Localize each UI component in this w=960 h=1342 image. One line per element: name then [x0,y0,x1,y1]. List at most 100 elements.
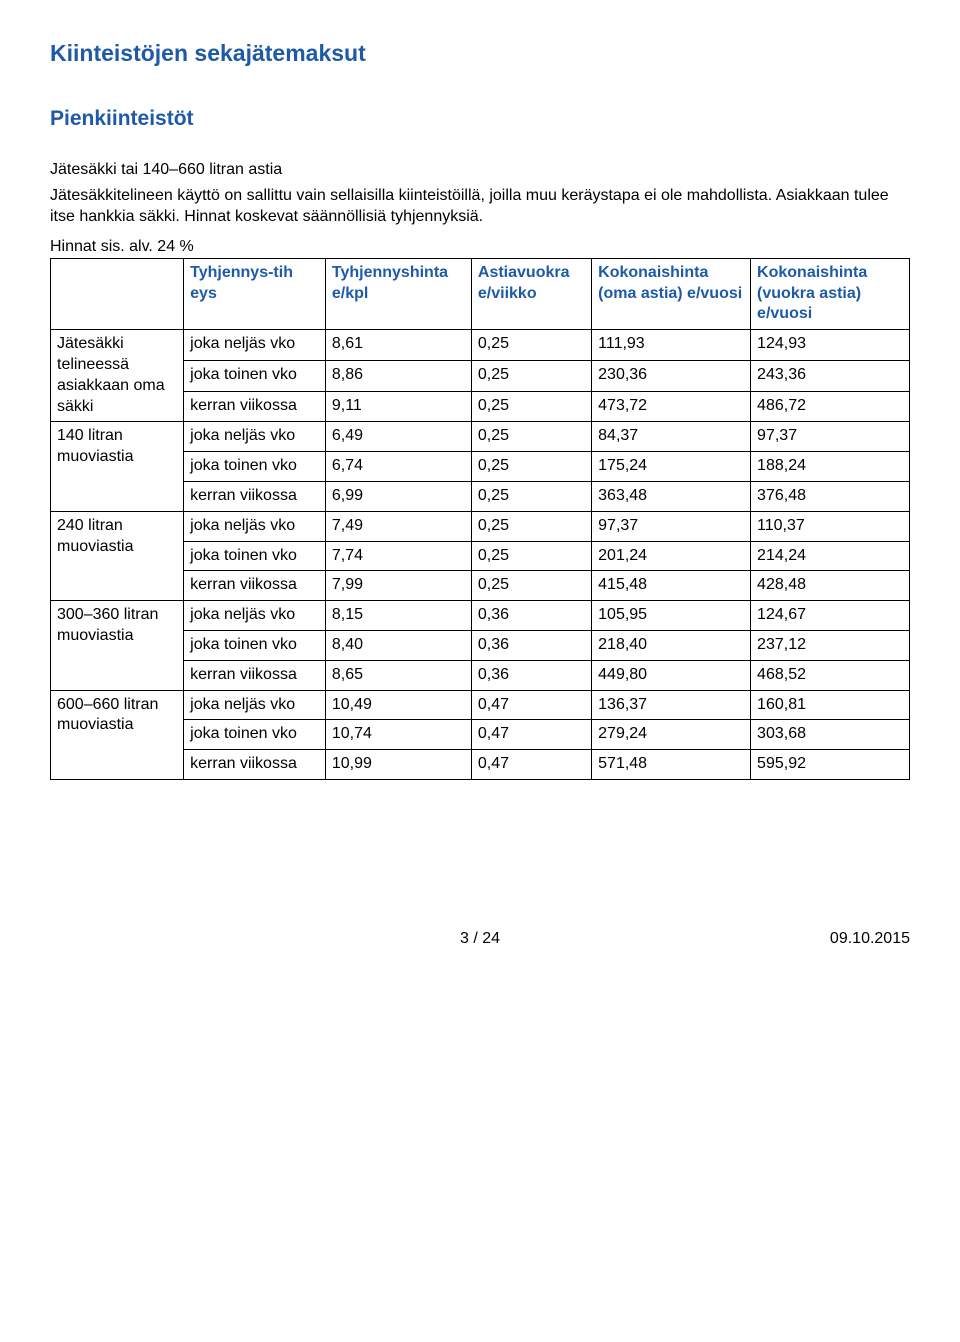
row-group-label: 300–360 litran muoviastia [51,601,184,690]
table-cell: 571,48 [592,750,751,780]
table-cell: joka toinen vko [184,720,326,750]
table-cell: 237,12 [751,630,910,660]
table-cell: 7,49 [325,511,471,541]
table-cell: 0,36 [471,601,591,631]
table-cell: 230,36 [592,360,751,391]
row-group-label: 600–660 litran muoviastia [51,690,184,779]
table-cell: 105,95 [592,601,751,631]
table-cell: 0,47 [471,750,591,780]
table-cell: 124,67 [751,601,910,631]
table-cell: 6,74 [325,452,471,482]
table-cell: 9,11 [325,391,471,422]
table-cell: 10,99 [325,750,471,780]
table-header: Kokonaishinta (vuokra astia) e/vuosi [751,258,910,329]
table-cell: 8,40 [325,630,471,660]
table-cell: 175,24 [592,452,751,482]
table-cell: 0,47 [471,690,591,720]
table-cell: 449,80 [592,660,751,690]
table-cell: 124,93 [751,330,910,361]
table-cell: 243,36 [751,360,910,391]
page-number: 3 / 24 [460,930,500,947]
table-cell: 97,37 [751,422,910,452]
table-cell: 97,37 [592,511,751,541]
table-cell: joka neljäs vko [184,511,326,541]
table-cell: 595,92 [751,750,910,780]
table-cell: kerran viikossa [184,481,326,511]
table-cell: 6,49 [325,422,471,452]
intro-line-1: Jätesäkki tai 140–660 litran astia [50,159,910,181]
row-group-label: Jätesäkki telineessä asiakkaan oma säkki [51,330,184,422]
table-cell: 0,25 [471,481,591,511]
table-cell: joka neljäs vko [184,690,326,720]
table-cell: 363,48 [592,481,751,511]
table-cell: 218,40 [592,630,751,660]
table-cell: 10,74 [325,720,471,750]
row-group-label: 140 litran muoviastia [51,422,184,511]
table-cell: 111,93 [592,330,751,361]
table-cell: 473,72 [592,391,751,422]
table-cell: 0,25 [471,571,591,601]
table-cell: joka neljäs vko [184,601,326,631]
table-cell: 8,65 [325,660,471,690]
table-cell: 8,61 [325,330,471,361]
row-group-label: 240 litran muoviastia [51,511,184,600]
table-cell: 428,48 [751,571,910,601]
table-cell: 0,25 [471,541,591,571]
table-header: Tyhjennys-tih eys [184,258,326,329]
table-cell: 214,24 [751,541,910,571]
table-cell: 376,48 [751,481,910,511]
section-title: Pienkiinteistöt [50,107,910,131]
page-title: Kiinteistöjen sekajätemaksut [50,40,910,67]
table-header: Kokonaishinta (oma astia) e/vuosi [592,258,751,329]
table-cell: 0,25 [471,360,591,391]
table-cell: 486,72 [751,391,910,422]
table-cell: 136,37 [592,690,751,720]
table-cell: 201,24 [592,541,751,571]
table-cell: 84,37 [592,422,751,452]
table-cell: 0,25 [471,330,591,361]
table-cell: 0,25 [471,422,591,452]
table-row: Jätesäkki telineessä asiakkaan oma säkki… [51,330,910,361]
table-cell: joka neljäs vko [184,330,326,361]
table-cell: joka toinen vko [184,360,326,391]
table-cell: 7,99 [325,571,471,601]
table-cell: 8,15 [325,601,471,631]
table-cell: 10,49 [325,690,471,720]
table-cell: 303,68 [751,720,910,750]
table-cell: kerran viikossa [184,571,326,601]
table-cell: 0,36 [471,660,591,690]
table-cell: 0,36 [471,630,591,660]
table-cell: 110,37 [751,511,910,541]
table-cell: 188,24 [751,452,910,482]
table-cell: 468,52 [751,660,910,690]
table-cell: joka toinen vko [184,452,326,482]
table-cell: 7,74 [325,541,471,571]
table-cell: 0,25 [471,452,591,482]
page-footer: 3 / 24 09.10.2015 [50,930,910,948]
intro-line-2: Jätesäkkitelineen käyttö on sallittu vai… [50,185,910,228]
table-cell: 279,24 [592,720,751,750]
table-row: 300–360 litran muoviastiajoka neljäs vko… [51,601,910,631]
footer-date: 09.10.2015 [830,930,910,948]
table-cell: 160,81 [751,690,910,720]
table-cell: 0,25 [471,511,591,541]
table-cell: joka toinen vko [184,541,326,571]
vat-note: Hinnat sis. alv. 24 % [50,238,910,256]
table-header: Tyhjennyshinta e/kpl [325,258,471,329]
table-cell: kerran viikossa [184,750,326,780]
table-header: Astiavuokra e/viikko [471,258,591,329]
table-row: 140 litran muoviastiajoka neljäs vko6,49… [51,422,910,452]
table-cell: 0,47 [471,720,591,750]
table-row: 600–660 litran muoviastiajoka neljäs vko… [51,690,910,720]
table-cell: 415,48 [592,571,751,601]
price-table: Tyhjennys-tih eys Tyhjennyshinta e/kpl A… [50,258,910,780]
table-header [51,258,184,329]
table-cell: 6,99 [325,481,471,511]
table-body: Jätesäkki telineessä asiakkaan oma säkki… [51,330,910,780]
table-cell: kerran viikossa [184,391,326,422]
table-row: 240 litran muoviastiajoka neljäs vko7,49… [51,511,910,541]
table-cell: kerran viikossa [184,660,326,690]
table-cell: 8,86 [325,360,471,391]
table-head: Tyhjennys-tih eys Tyhjennyshinta e/kpl A… [51,258,910,329]
table-cell: 0,25 [471,391,591,422]
